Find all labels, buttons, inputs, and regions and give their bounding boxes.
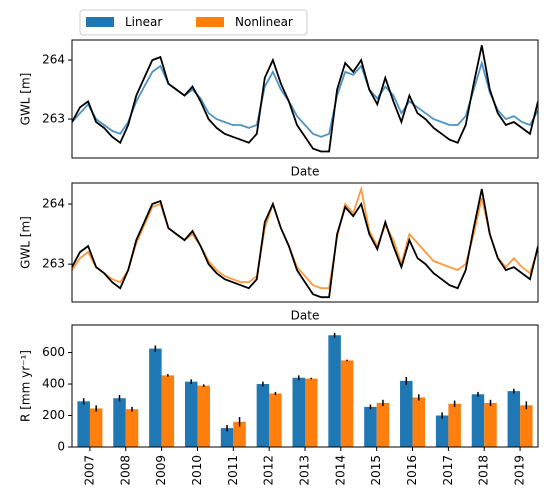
x-tick-label: 2007: [82, 455, 96, 486]
x-tick-label: 2010: [190, 455, 204, 486]
bar: [161, 375, 175, 447]
data-line: [72, 45, 538, 153]
bar: [305, 378, 318, 447]
plot-area: [72, 185, 538, 299]
bar: [233, 421, 246, 447]
data-line: [72, 188, 538, 299]
bar: [507, 391, 521, 447]
bar: [197, 385, 210, 447]
bar: [376, 402, 390, 447]
bar: [77, 401, 90, 447]
y-tick-label: 264: [42, 197, 65, 211]
y-tick-label: 600: [42, 345, 65, 359]
y-tick-label: 263: [42, 257, 65, 271]
legend-label: Nonlinear: [235, 15, 293, 29]
axes-frame: [71, 324, 539, 448]
bar: [125, 409, 139, 447]
x-tick-label: 2012: [262, 455, 276, 486]
data-line: [72, 185, 538, 290]
bar: [113, 398, 126, 447]
bar: [471, 394, 485, 447]
y-tick-label: 264: [42, 53, 65, 67]
bar: [520, 405, 533, 447]
bar: [220, 428, 234, 447]
data-line: [72, 59, 538, 138]
x-axis-label: Date: [291, 309, 320, 323]
bar: [340, 360, 354, 447]
axes-frame: [71, 39, 539, 159]
x-axis-label: Date: [291, 165, 320, 179]
bar: [149, 348, 162, 447]
bar: [484, 402, 497, 447]
bar: [184, 381, 198, 447]
bar: [328, 335, 341, 447]
y-axis-label: GWL [m]: [19, 73, 33, 126]
bar: [292, 377, 305, 447]
legend-label: Linear: [125, 15, 162, 29]
axes-frame: [71, 182, 539, 303]
x-tick-label: 2015: [369, 455, 383, 486]
x-tick-label: 2008: [118, 455, 132, 486]
legend-swatch: [86, 17, 114, 27]
y-axis-label: GWL [m]: [19, 216, 33, 269]
x-tick-label: 2014: [333, 455, 347, 486]
x-tick-label: 2018: [477, 455, 491, 486]
legend: Linear Nonlinear: [86, 15, 293, 29]
plot-area: [72, 45, 538, 153]
bar: [89, 408, 103, 447]
x-tick-label: 2009: [154, 455, 168, 486]
legend-box: [79, 9, 308, 36]
bar: [364, 406, 377, 447]
bar: [448, 403, 461, 447]
bar: [435, 415, 449, 447]
legend-swatch: [196, 17, 224, 27]
bar: [256, 384, 270, 447]
y-tick-label: 263: [42, 112, 65, 126]
x-tick-label: 2019: [513, 455, 527, 486]
bar: [269, 393, 282, 447]
x-tick-label: 2013: [298, 455, 312, 486]
x-tick-label: 2016: [405, 455, 419, 486]
y-tick-label: 0: [57, 440, 65, 454]
bar: [400, 380, 413, 447]
y-tick-label: 400: [42, 377, 65, 391]
y-tick-label: 200: [42, 408, 65, 422]
y-axis-label: R [mm yr⁻¹]: [19, 350, 33, 422]
bar: [412, 397, 426, 447]
x-tick-label: 2011: [226, 455, 240, 486]
x-tick-label: 2017: [441, 455, 455, 486]
